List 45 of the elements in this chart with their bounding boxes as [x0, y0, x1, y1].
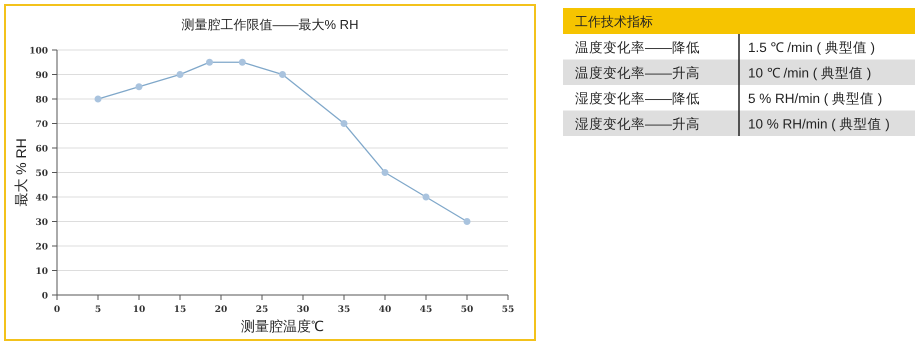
x-tick-label: 20	[214, 305, 228, 315]
point	[94, 96, 102, 102]
x-tick-label: 30	[296, 305, 310, 315]
point	[340, 120, 348, 127]
x-axis-title: 测量腔温度℃	[241, 318, 324, 334]
text: 10 ℃ /min ( 典型值 )	[748, 66, 872, 80]
text: 湿度变化率——降低	[575, 91, 700, 106]
y-tick-label: 40	[35, 194, 48, 204]
point	[176, 71, 184, 78]
point	[382, 169, 388, 176]
point	[422, 194, 430, 200]
x-tick-label: 50	[460, 305, 474, 315]
y-tick-label: 10	[35, 267, 48, 277]
text: 5 % RH/min ( 典型值 )	[748, 91, 882, 106]
x-tick-label: 45	[420, 305, 432, 315]
x-tick-label: 10	[132, 305, 146, 315]
y-tick-label: 70	[35, 120, 48, 130]
text: 湿度变化率——升高	[575, 116, 700, 132]
y-tick-label: 100	[29, 46, 48, 56]
y-tick-label: 20	[35, 242, 48, 252]
text: 温度变化率——升高	[575, 66, 700, 80]
x-tick-label: 25	[256, 305, 268, 315]
x-tick-label: 55	[502, 305, 514, 315]
x-tick-label: 5	[94, 305, 102, 315]
y-tick-label: 90	[35, 71, 48, 81]
text: 10 % RH/min ( 典型值 )	[748, 116, 890, 132]
y-tick-label: 0	[42, 292, 48, 302]
point	[238, 58, 246, 66]
y-tick-label: 80	[35, 96, 48, 106]
point	[464, 218, 470, 225]
point	[136, 83, 142, 90]
x-tick-label: 40	[378, 305, 392, 315]
text: 温度变化率——降低	[575, 40, 700, 55]
y-tick-label: 30	[35, 218, 48, 228]
chart-title: 测量腔工作限值——最大% RH	[182, 17, 358, 32]
text: 工作技术指标	[575, 14, 653, 29]
x-tick-label: 35	[338, 305, 350, 315]
text: 1.5 ℃ /min ( 典型值 )	[748, 40, 876, 55]
x-tick-label: 15	[174, 305, 186, 315]
y-tick-label: 50	[35, 169, 48, 179]
y-axis-title: 最大 % RH	[13, 138, 29, 207]
y-tick-label: 60	[35, 144, 48, 154]
x-tick-label: 0	[54, 305, 60, 315]
point	[279, 71, 286, 78]
point	[206, 58, 214, 66]
